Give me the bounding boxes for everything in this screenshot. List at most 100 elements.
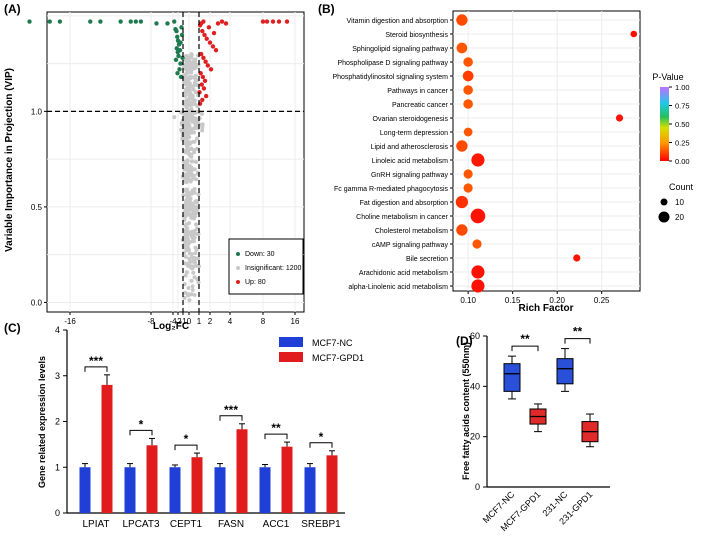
category-label: Fat digestion and absorption bbox=[360, 200, 448, 207]
up-point bbox=[219, 19, 225, 24]
bar-mcf7-nc bbox=[304, 467, 316, 513]
up-point bbox=[204, 36, 209, 41]
insignificant-point bbox=[185, 158, 190, 163]
up-point bbox=[203, 93, 209, 99]
plot-d-ylabel: Free fatty acids content (550nm) bbox=[461, 342, 471, 480]
down-point bbox=[154, 21, 159, 26]
plot-b-points bbox=[455, 14, 638, 293]
insignificant-point bbox=[187, 257, 192, 262]
insignificant-point bbox=[192, 275, 197, 280]
colorbar-title: P-Value bbox=[652, 72, 683, 82]
plot-b-xticks: 0.10 0.15 0.20 0.25 bbox=[460, 291, 610, 305]
panel-a-label: (A) bbox=[4, 2, 21, 16]
y-tick-label-c: 3 bbox=[55, 371, 60, 381]
insignificant-point bbox=[187, 298, 192, 303]
insignificant-point bbox=[187, 93, 192, 98]
down-point bbox=[178, 74, 184, 80]
insignificant-point bbox=[192, 167, 197, 172]
category-label: Linoleic acid metabolism bbox=[372, 158, 448, 165]
insignificant-point bbox=[196, 280, 201, 285]
insignificant-point bbox=[189, 130, 194, 135]
insignificant-point bbox=[190, 229, 195, 234]
insignificant-point bbox=[189, 233, 194, 238]
legend-up-marker bbox=[236, 280, 240, 284]
insignificant-point bbox=[192, 292, 197, 297]
down-point bbox=[138, 19, 144, 24]
up-point bbox=[284, 19, 290, 24]
x-tick-label-b: 0.25 bbox=[594, 296, 610, 305]
x-tick-label-a: 2 bbox=[208, 317, 213, 326]
plot-b-categories: Vitamin digestion and absorption Steroid … bbox=[332, 18, 453, 291]
box-iqr bbox=[503, 363, 521, 392]
insignificant-point bbox=[184, 144, 189, 149]
enrichment-point bbox=[472, 239, 482, 249]
x-tick-label-a: 8 bbox=[261, 317, 266, 326]
insignificant-point bbox=[183, 238, 188, 243]
legend-up-label: Up: 80 bbox=[245, 279, 266, 286]
plot-b-frame bbox=[452, 10, 641, 292]
up-point bbox=[200, 97, 205, 103]
x-tick-label-b: 0.10 bbox=[460, 296, 476, 305]
insignificant-point bbox=[189, 70, 194, 75]
colorbar-tick-label: 1.00 bbox=[675, 83, 690, 92]
colorbar-tick-label: 0.00 bbox=[675, 157, 690, 166]
box-iqr bbox=[556, 358, 574, 385]
size-legend-marker-large bbox=[658, 211, 670, 223]
significance-label: ** bbox=[271, 421, 281, 435]
insignificant-point bbox=[190, 173, 195, 178]
category-label: Phospholipase D signaling pathway bbox=[337, 60, 448, 67]
insignificant-point bbox=[182, 261, 187, 266]
insignificant-point bbox=[186, 178, 191, 183]
insignificant-point bbox=[184, 59, 189, 64]
insignificant-point bbox=[189, 152, 194, 157]
category-label: alpha-Linolenic acid metabolism bbox=[348, 284, 448, 291]
insignificant-point bbox=[193, 111, 198, 116]
significance-label: * bbox=[184, 432, 189, 446]
enrichment-point bbox=[471, 153, 485, 167]
up-point bbox=[205, 63, 210, 68]
category-label: Lipid and atherosclerosis bbox=[371, 144, 449, 151]
insignificant-point bbox=[185, 119, 190, 124]
up-point bbox=[211, 30, 217, 36]
insignificant-point bbox=[191, 270, 196, 275]
bar-mcf7-nc bbox=[124, 467, 136, 513]
enrichment-point bbox=[463, 57, 473, 67]
significance-bracket bbox=[219, 415, 243, 421]
x-tick-label-a: 4 bbox=[228, 317, 233, 326]
plot-b-colorbar: P-Value 0.00 0.25 0.50 0.75 1.00 bbox=[652, 72, 689, 166]
insignificant-point bbox=[183, 100, 188, 105]
category-label: Cholesterol metabolism bbox=[375, 228, 448, 235]
comparison-label: ** bbox=[573, 325, 583, 339]
insignificant-point bbox=[187, 84, 192, 89]
category-label: Ovarian steroidogenesis bbox=[373, 116, 449, 123]
insignificant-point bbox=[192, 139, 197, 144]
significance-bracket bbox=[309, 442, 333, 448]
y-tick-label-d: 40 bbox=[470, 381, 480, 391]
bar-mcf7-gpd1 bbox=[326, 455, 338, 513]
insignificant-point bbox=[184, 270, 189, 275]
plot-a-points bbox=[27, 12, 304, 312]
insignificant-point bbox=[189, 53, 194, 58]
up-point bbox=[276, 19, 282, 24]
insignificant-point bbox=[194, 136, 199, 141]
plot-c-legend: MCF7-NC MCF7-GPD1 bbox=[279, 337, 364, 363]
colorbar-gradient bbox=[660, 87, 669, 161]
down-point bbox=[47, 19, 52, 24]
y-tick-label-d: 20 bbox=[470, 432, 480, 442]
enrichment-point bbox=[470, 208, 486, 224]
category-label: Arachidonic acid metabolism bbox=[359, 270, 448, 277]
legend-a-box bbox=[228, 238, 304, 295]
up-point bbox=[200, 74, 206, 80]
enrichment-point bbox=[463, 85, 473, 95]
legend-insignificant-marker bbox=[236, 266, 240, 270]
colorbar-ticks: 0.00 0.25 0.50 0.75 1.00 bbox=[669, 83, 690, 166]
panel-c-label: (C) bbox=[4, 321, 21, 335]
bar-mcf7-gpd1 bbox=[281, 446, 293, 513]
insignificant-point bbox=[183, 77, 188, 82]
insignificant-point bbox=[193, 73, 198, 78]
category-label: Pancreatic cancer bbox=[392, 102, 449, 109]
enrichment-point bbox=[630, 30, 638, 38]
up-point bbox=[201, 86, 207, 91]
insignificant-point bbox=[193, 245, 198, 250]
size-legend-label-small: 10 bbox=[675, 198, 684, 207]
